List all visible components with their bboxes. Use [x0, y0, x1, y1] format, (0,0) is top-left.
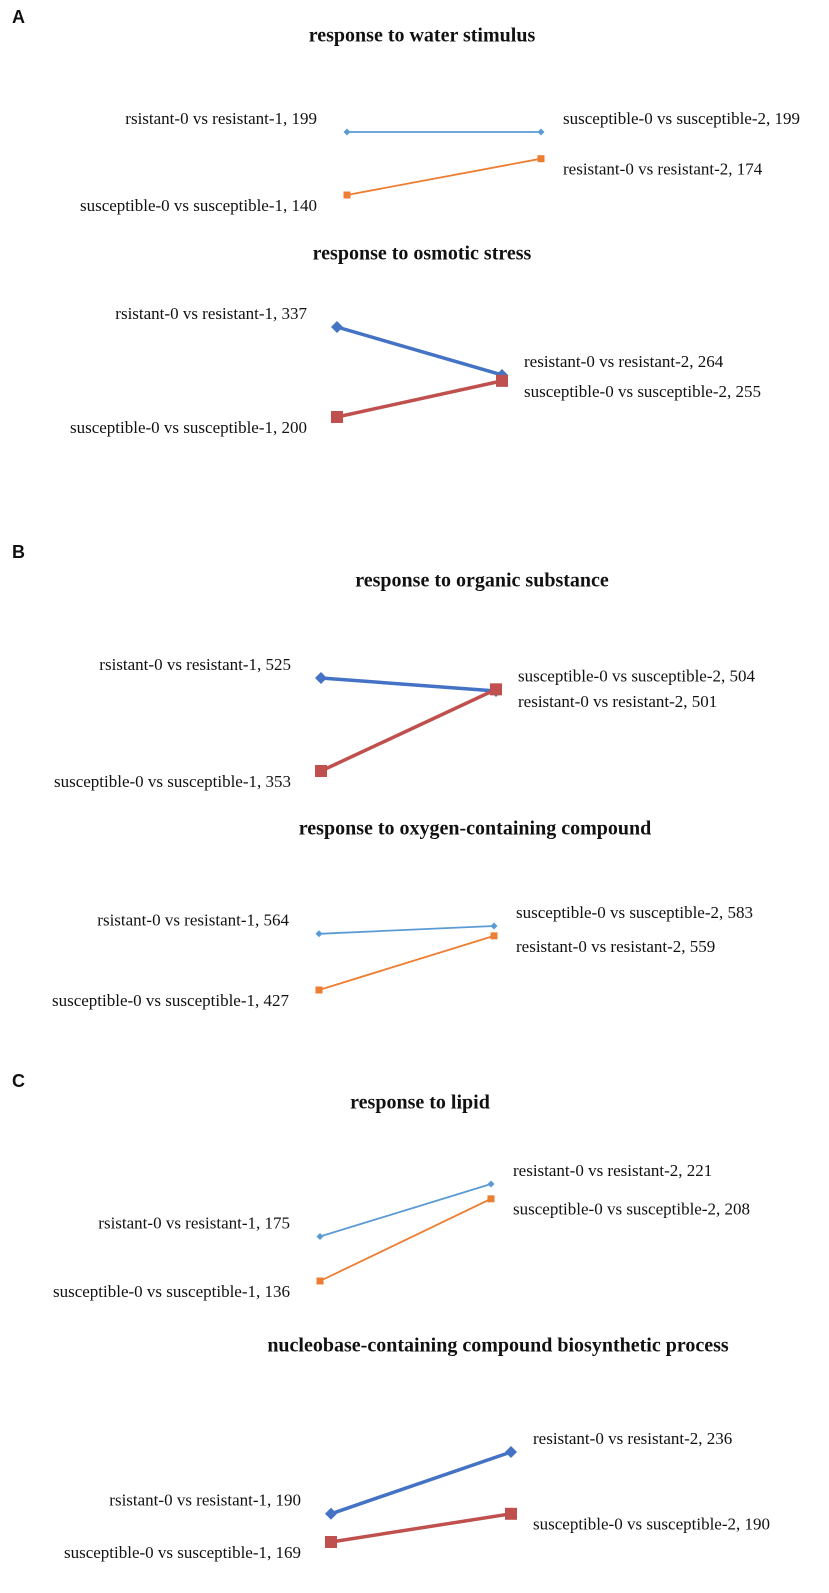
series-line: [319, 1183, 492, 1238]
chart-title: response to oxygen-containing compound: [299, 818, 651, 840]
marker: [487, 1180, 495, 1188]
series-line: [346, 157, 542, 196]
chart-title: response to lipid: [350, 1092, 490, 1114]
series-line: [330, 1450, 512, 1516]
data-label: susceptible-0 vs susceptible-2, 190: [533, 1515, 770, 1534]
marker: [315, 672, 327, 684]
marker: [505, 1446, 517, 1458]
data-label: rsistant-0 vs resistant-1, 337: [115, 304, 307, 323]
series-line: [336, 379, 503, 419]
data-label: resistant-0 vs resistant-2, 174: [563, 160, 763, 179]
data-label: resistant-0 vs resistant-2, 559: [516, 937, 715, 956]
marker: [537, 128, 545, 136]
chart-title: response to osmotic stress: [313, 243, 532, 265]
chart-title: response to water stimulus: [309, 25, 536, 47]
data-label: rsistant-0 vs resistant-1, 525: [99, 655, 291, 674]
series-line: [330, 1512, 512, 1544]
data-label: resistant-0 vs resistant-2, 501: [518, 692, 717, 711]
marker: [490, 922, 498, 930]
data-label: susceptible-0 vs susceptible-2, 255: [524, 382, 761, 401]
data-label: susceptible-0 vs susceptible-2, 504: [518, 666, 756, 685]
data-label: susceptible-0 vs susceptible-1, 140: [80, 196, 317, 215]
data-label: resistant-0 vs resistant-2, 236: [533, 1429, 732, 1448]
marker: [343, 191, 351, 199]
data-label: resistant-0 vs resistant-2, 221: [513, 1161, 712, 1180]
marker: [331, 321, 343, 333]
chart-title: nucleobase-containing compound biosynthe…: [267, 1335, 729, 1357]
marker: [315, 986, 323, 994]
marker: [316, 1232, 324, 1240]
marker: [315, 930, 323, 938]
data-label: rsistant-0 vs resistant-1, 190: [109, 1491, 301, 1510]
chart-title: response to organic substance: [355, 570, 609, 592]
marker: [505, 1507, 517, 1520]
series-line: [318, 934, 495, 991]
data-label: rsistant-0 vs resistant-1, 175: [98, 1213, 290, 1232]
data-label: rsistant-0 vs resistant-1, 564: [97, 911, 289, 930]
data-label: susceptible-0 vs susceptible-2, 199: [563, 109, 800, 128]
data-label: susceptible-0 vs susceptible-1, 169: [64, 1543, 301, 1562]
series-line: [318, 925, 495, 935]
data-label: rsistant-0 vs resistant-1, 199: [125, 109, 317, 128]
marker: [490, 932, 498, 940]
marker: [496, 374, 508, 387]
series-line: [320, 676, 497, 693]
marker: [315, 765, 327, 777]
data-label: susceptible-0 vs susceptible-1, 136: [53, 1282, 290, 1301]
data-label: susceptible-0 vs susceptible-1, 353: [54, 772, 291, 791]
marker: [490, 683, 502, 696]
data-label: susceptible-0 vs susceptible-1, 200: [70, 418, 307, 437]
marker: [487, 1195, 495, 1203]
panel-label: B: [12, 542, 25, 562]
series-line: [320, 687, 497, 773]
data-label: resistant-0 vs resistant-2, 264: [524, 352, 724, 371]
data-label: susceptible-0 vs susceptible-2, 583: [516, 903, 753, 922]
series-line: [319, 1198, 492, 1282]
marker: [331, 411, 343, 423]
marker: [343, 128, 351, 136]
panel-label: C: [12, 1071, 25, 1091]
marker: [537, 155, 545, 163]
panel-label: A: [12, 7, 25, 27]
marker: [325, 1507, 337, 1520]
marker: [316, 1277, 324, 1285]
marker: [325, 1536, 337, 1548]
series-line: [336, 325, 503, 377]
data-label: susceptible-0 vs susceptible-2, 208: [513, 1200, 750, 1219]
data-label: susceptible-0 vs susceptible-1, 427: [52, 991, 290, 1010]
